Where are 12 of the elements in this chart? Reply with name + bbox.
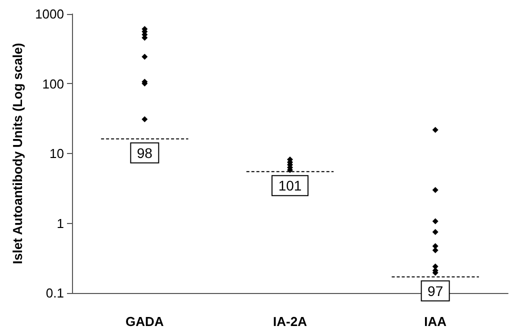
y-tick-label: 1000 (35, 6, 64, 22)
y-axis-title: Islet Autoantibody Units (Log scale) (10, 42, 25, 264)
x-tick-label: IA-2A (273, 314, 308, 329)
y-tick-label: 1 (56, 216, 64, 231)
annotation: 97 (428, 282, 444, 299)
y-tick-label: 10 (50, 146, 64, 161)
x-tick-label: IAA (424, 314, 448, 329)
annotation: 101 (278, 178, 302, 194)
x-tick-label: GADA (126, 314, 164, 329)
annotation: 98 (136, 144, 153, 161)
y-tick-label: 0.1 (46, 286, 64, 300)
y-tick-label: 100 (42, 76, 64, 92)
